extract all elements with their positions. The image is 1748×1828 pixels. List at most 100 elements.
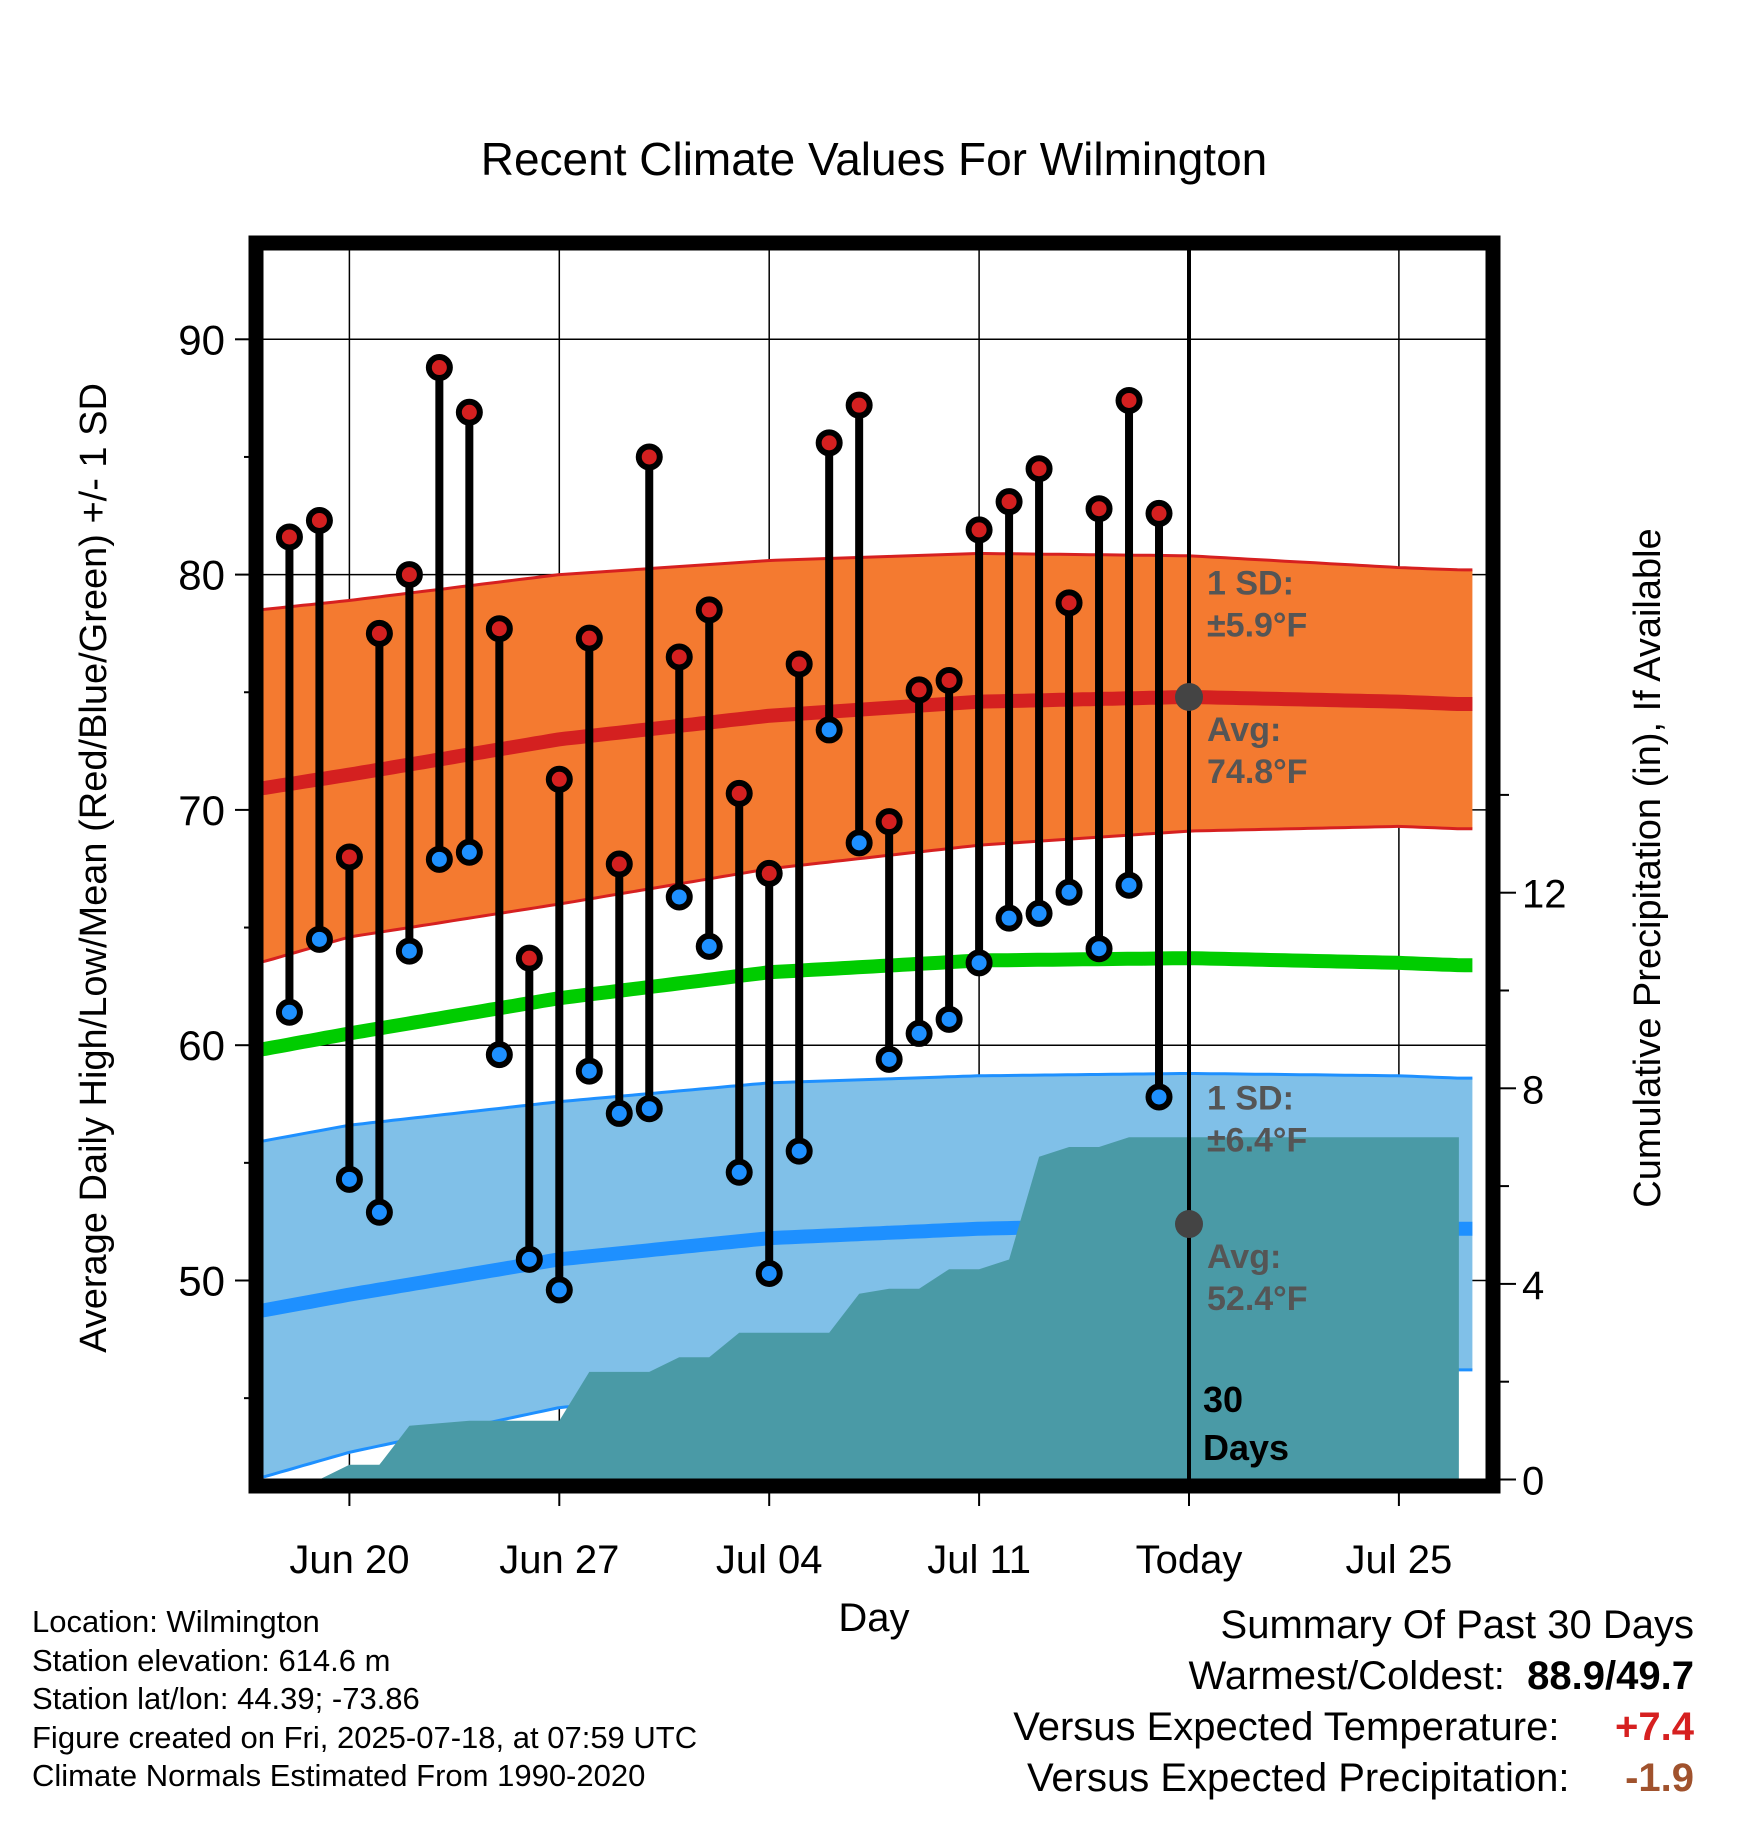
daily-low-point xyxy=(605,1099,633,1127)
info-latlon: Station lat/lon: 44.39; -73.86 xyxy=(32,1681,420,1716)
daily-low-point xyxy=(1115,871,1143,899)
days-label-text: Days xyxy=(1203,1427,1289,1468)
y-tick-label: 80 xyxy=(178,552,225,599)
high-sd-label: 1 SD: xyxy=(1207,565,1294,603)
daily-high-point xyxy=(1055,589,1083,617)
daily-low-point xyxy=(335,1165,363,1193)
daily-low-point xyxy=(815,716,843,744)
daily-low-point xyxy=(665,883,693,911)
daily-high-point xyxy=(995,488,1023,516)
daily-high-point xyxy=(725,779,753,807)
daily-low-point xyxy=(1055,878,1083,906)
x-tick-label: Jun 20 xyxy=(289,1538,409,1582)
plot-frame xyxy=(248,235,1501,1494)
daily-high-point xyxy=(1025,455,1053,483)
daily-high-point xyxy=(425,354,453,382)
daily-low-point xyxy=(725,1158,753,1186)
daily-low-point xyxy=(935,1005,963,1033)
summary-warm-cold: Warmest/Coldest: 88.9/49.7 xyxy=(1013,1651,1694,1702)
daily-low-point xyxy=(455,838,483,866)
warmest-value: 88.9 xyxy=(1527,1654,1606,1698)
daily-high-point xyxy=(815,429,843,457)
y-tick-label: 70 xyxy=(178,787,225,834)
daily-high-point xyxy=(455,398,483,426)
daily-low-point xyxy=(785,1137,813,1165)
precip-label: Versus Expected Precipitation: xyxy=(1026,1756,1570,1800)
daily-low-point xyxy=(575,1057,603,1085)
daily-high-point xyxy=(845,391,873,419)
days-label-number: 30 xyxy=(1203,1379,1243,1420)
x-tick-label: Jul 25 xyxy=(1346,1538,1453,1582)
info-normals: Climate Normals Estimated From 1990-2020 xyxy=(32,1758,646,1793)
chart-title: Recent Climate Values For Wilmington xyxy=(481,133,1268,185)
daily-low-point xyxy=(635,1095,663,1123)
daily-low-point xyxy=(995,904,1023,932)
warm-cold-separator: / xyxy=(1605,1654,1617,1698)
high-sd-value: ±5.9°F xyxy=(1207,607,1307,645)
daily-low-point xyxy=(965,949,993,977)
y2-tick-label: 12 xyxy=(1522,873,1567,917)
daily-high-point xyxy=(635,443,663,471)
daily-low-point xyxy=(515,1245,543,1273)
daily-low-point xyxy=(305,925,333,953)
summary-title: Summary Of Past 30 Days xyxy=(1220,1603,1694,1647)
daily-high-point xyxy=(665,643,693,671)
low-sd-value: ±6.4°F xyxy=(1207,1121,1307,1159)
high-avg-value: 74.8°F xyxy=(1207,753,1308,791)
daily-low-point xyxy=(275,998,303,1026)
x-tick-label: Jul 11 xyxy=(927,1538,1031,1582)
y-tick-label: 60 xyxy=(178,1022,225,1069)
info-created: Figure created on Fri, 2025-07-18, at 07… xyxy=(32,1719,698,1755)
daily-high-point xyxy=(785,650,813,678)
daily-low-point xyxy=(905,1019,933,1047)
daily-low-point xyxy=(755,1259,783,1287)
today-high-avg-marker xyxy=(1175,682,1203,711)
low-sd-upper-line xyxy=(262,1072,1473,1143)
today-low-avg-marker xyxy=(1175,1210,1203,1239)
daily-high-point xyxy=(695,596,723,624)
low-sd-label: 1 SD: xyxy=(1207,1079,1294,1117)
daily-high-point xyxy=(575,624,603,652)
daily-high-point xyxy=(1085,495,1113,523)
daily-high-point xyxy=(335,843,363,871)
info-location: Location: Wilmington xyxy=(32,1604,320,1639)
summary-precip: Versus Expected Precipitation: -1.9 xyxy=(1013,1753,1694,1804)
daily-high-point xyxy=(365,619,393,647)
summary-panel: Summary Of Past 30 Days Warmest/Coldest:… xyxy=(1013,1600,1694,1804)
y2-axis-label: Cumulative Precipitation (in), If Availa… xyxy=(1627,528,1669,1207)
daily-low-point xyxy=(1085,935,1113,963)
low-avg-value: 52.4°F xyxy=(1207,1280,1308,1318)
daily-low-point xyxy=(425,845,453,873)
daily-low-point xyxy=(1025,899,1053,927)
x-tick-label: Today xyxy=(1136,1538,1243,1582)
plot-content xyxy=(262,249,1487,1480)
daily-low-point xyxy=(485,1041,513,1069)
daily-high-point xyxy=(755,859,783,887)
daily-high-point xyxy=(515,944,543,972)
x-tick-label: Jun 27 xyxy=(499,1538,619,1582)
coldest-value: 49.7 xyxy=(1616,1654,1694,1698)
daily-low-point xyxy=(695,932,723,960)
daily-high-point xyxy=(275,523,303,551)
precip-value: -1.9 xyxy=(1625,1756,1694,1800)
x-axis-label: Day xyxy=(838,1596,909,1640)
temp-value: +7.4 xyxy=(1615,1705,1694,1749)
precip-area xyxy=(262,1137,1459,1480)
daily-high-point xyxy=(485,615,513,643)
daily-high-point xyxy=(1145,499,1173,527)
y-tick-label: 50 xyxy=(178,1258,225,1305)
daily-low-point xyxy=(875,1045,903,1073)
daily-high-point xyxy=(905,676,933,704)
daily-high-point xyxy=(305,506,333,534)
daily-low-point xyxy=(1145,1083,1173,1111)
info-elevation: Station elevation: 614.6 m xyxy=(32,1642,391,1678)
plot-area: 1 SD: ±5.9°F Avg: 74.8°F 1 SD: ±6.4°F Avg: 52.4… xyxy=(178,235,1567,1582)
station-info: Location: Wilmington Station elevation: … xyxy=(32,1603,697,1796)
high-avg-label: Avg: xyxy=(1207,711,1281,749)
daily-low-point xyxy=(845,829,873,857)
daily-high-point xyxy=(395,561,423,589)
high-sd-lower-line xyxy=(262,824,1473,964)
mean-line xyxy=(262,951,1473,1057)
daily-low-point xyxy=(545,1276,573,1304)
